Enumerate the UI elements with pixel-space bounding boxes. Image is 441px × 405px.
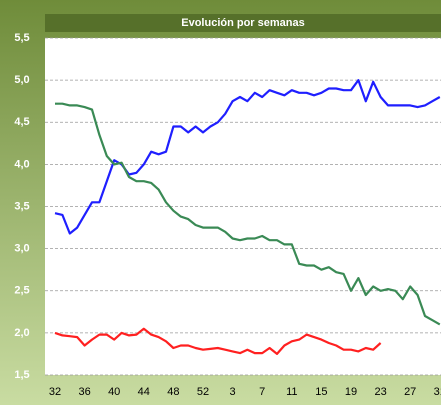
x-tick-label: 19 <box>345 386 357 398</box>
y-tick-label: 3,5 <box>14 200 29 212</box>
y-tick-label: 4,5 <box>14 116 29 128</box>
x-tick-label: 3 <box>230 386 236 398</box>
x-tick-label: 32 <box>49 386 61 398</box>
x-tick-label: 40 <box>108 386 120 398</box>
y-tick-label: 2,5 <box>14 285 29 297</box>
y-tick-label: 5,0 <box>14 74 29 86</box>
series-line <box>55 102 441 326</box>
chart-title: Evolución por semanas <box>181 17 304 29</box>
y-tick-label: 3,0 <box>14 243 29 255</box>
y-tick-label: 5,5 <box>14 32 29 44</box>
y-tick-label: 2,0 <box>14 327 29 339</box>
x-tick-label: 36 <box>78 386 90 398</box>
x-tick-label: 44 <box>138 386 150 398</box>
title-bar <box>45 14 441 32</box>
x-tick-label: 27 <box>404 386 416 398</box>
series-line <box>54 327 382 355</box>
y-tick-label: 4,0 <box>14 158 29 170</box>
x-tick-label: 23 <box>374 386 386 398</box>
x-tick-label: 11 <box>286 386 297 398</box>
x-tick-label: 48 <box>167 386 179 398</box>
x-tick-label: 52 <box>197 386 209 398</box>
y-tick-label: 1,5 <box>14 369 29 381</box>
x-tick-label: 31 <box>434 386 441 398</box>
x-tick-label: 15 <box>315 386 327 398</box>
x-tick-label: 7 <box>259 386 265 398</box>
